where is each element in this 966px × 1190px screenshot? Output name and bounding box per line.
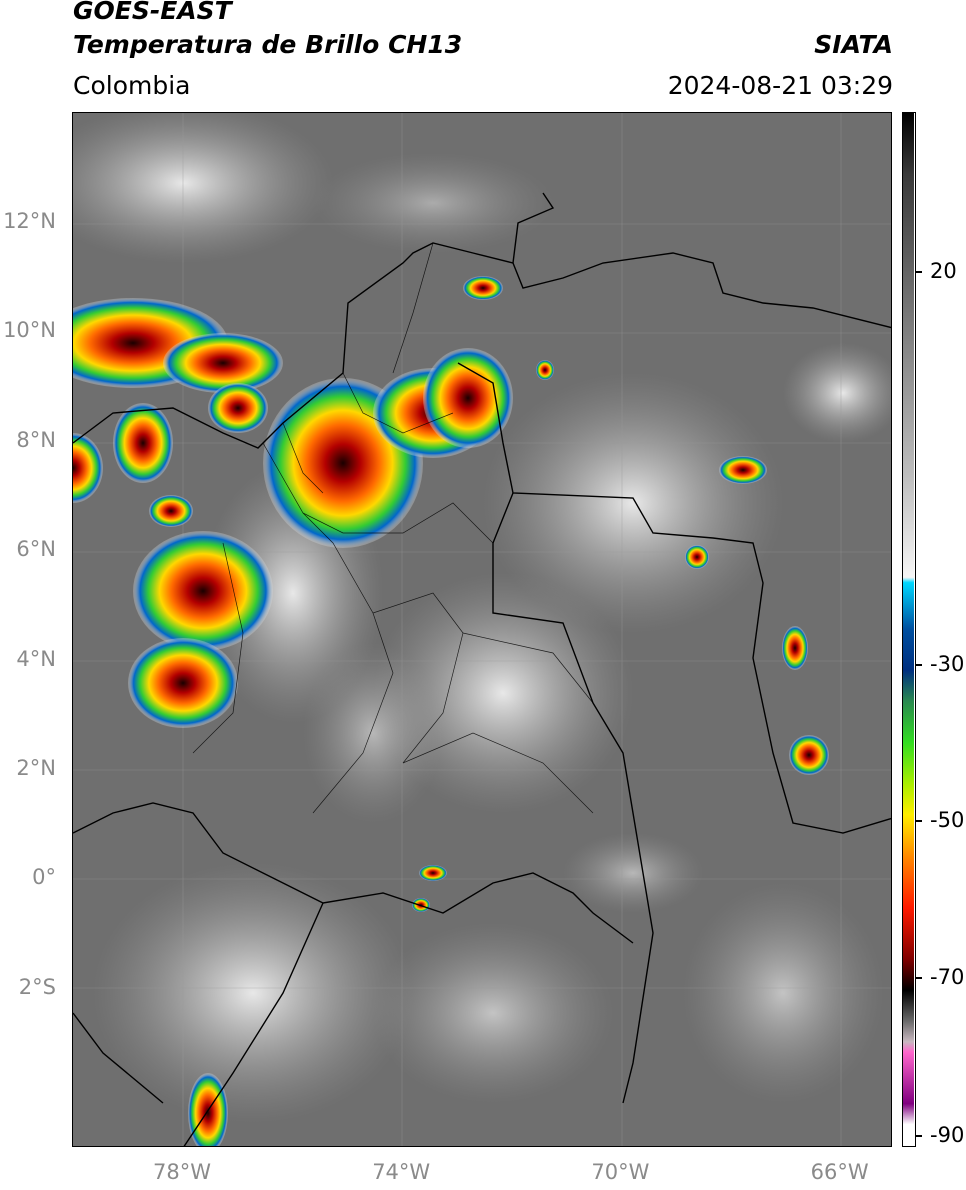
- source-label: SIATA: [814, 30, 893, 59]
- colorbar-tick-label: -70: [930, 965, 965, 989]
- colorbar-tick: [916, 271, 922, 273]
- lon-tick-label: 78°W: [153, 1160, 211, 1184]
- lat-tick-label: 2°S: [18, 974, 56, 999]
- colorbar-tick: [916, 820, 922, 822]
- colorbar-tick: [916, 1135, 922, 1137]
- lat-tick-label: 2°N: [16, 756, 56, 780]
- satellite-title: GOES-EAST: [73, 0, 232, 25]
- lat-tick-label: 12°N: [3, 209, 56, 233]
- cloud-layer: [73, 113, 891, 1123]
- lat-tick-label: 10°N: [3, 318, 56, 343]
- lat-tick-label: 0°: [32, 865, 56, 890]
- colorbar: [902, 112, 916, 1147]
- colorbar-tick-label: -90: [930, 1123, 965, 1147]
- lon-tick-label: 66°W: [810, 1160, 869, 1184]
- country-borders: [73, 192, 891, 1146]
- colorbar-tick: [916, 977, 922, 979]
- department-borders: [192, 242, 594, 814]
- product-title: Temperatura de Brillo CH13: [73, 30, 463, 59]
- colorbar-tick: [916, 664, 922, 666]
- lat-tick-label: 8°N: [16, 427, 56, 452]
- lat-tick-label: 4°N: [16, 646, 56, 671]
- colorbar-tick-label: 20: [930, 259, 957, 283]
- storm-cells: [73, 276, 829, 1146]
- colorbar-tick-label: -50: [930, 808, 965, 832]
- lon-tick-label: 74°W: [372, 1160, 431, 1184]
- colorbar-tick-label: -30: [930, 652, 965, 676]
- timestamp-label: 2024-08-21 03:29: [667, 71, 893, 100]
- lon-tick-label: 70°W: [591, 1160, 650, 1184]
- satellite-map[interactable]: [72, 112, 892, 1147]
- lat-tick-label: 6°N: [16, 537, 56, 562]
- region-label: Colombia: [73, 71, 191, 100]
